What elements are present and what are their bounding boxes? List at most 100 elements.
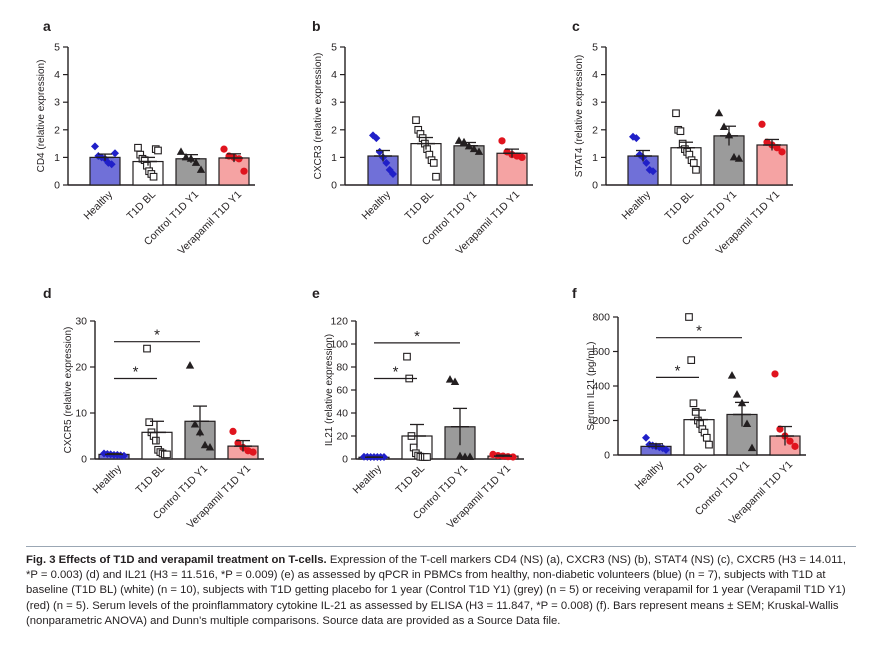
y-tick-label: 0: [81, 454, 87, 466]
data-point-square: [432, 172, 440, 181]
y-tick-label: 0: [331, 180, 337, 192]
y-tick-label: 2: [331, 124, 337, 136]
y-tick-label: 1: [54, 152, 60, 164]
data-point-circle: [509, 453, 517, 461]
data-point-triangle: [176, 147, 186, 155]
y-tick-label: 2: [54, 124, 60, 136]
data-point-circle: [518, 153, 526, 161]
data-point-triangle: [205, 443, 215, 451]
data-point-triangle: [465, 452, 475, 460]
data-point-square: [423, 453, 431, 461]
x-tick-label: T1D BL: [662, 189, 696, 223]
y-tick-label: 600: [592, 346, 610, 358]
x-tick-label: Healthy: [81, 188, 115, 222]
figure-3-panels: a 0 1 2 3 4 5 CD4 (relative expression) Healthy T…: [36, 18, 806, 531]
y-axis-label: CD4 (relative expression): [36, 60, 47, 173]
data-point-triangle: [450, 377, 460, 385]
y-tick-label: 4: [54, 69, 60, 81]
data-point-triangle: [714, 108, 724, 117]
data-point-square: [412, 116, 420, 124]
data-point-triangle: [734, 154, 744, 162]
data-point-circle: [235, 155, 243, 163]
panel-c: c 0 1 2 3 4 5 STAT4 (relative expression) Health…: [572, 18, 793, 257]
panel-letter: b: [312, 18, 321, 34]
x-tick-label: Healthy: [632, 458, 666, 492]
data-point-triangle: [729, 152, 739, 161]
data-point-triangle: [459, 137, 469, 146]
panel-letter: e: [312, 285, 320, 301]
data-point-diamond: [111, 149, 119, 158]
x-tick-label: T1D BL: [133, 463, 167, 497]
panel-e: e 0 20 40 60 80 100 120 IL21 (relative expressio…: [312, 285, 524, 531]
data-point-square: [676, 127, 685, 136]
caption-title: Fig. 3 Effects of T1D and verapamil trea…: [26, 554, 327, 566]
y-tick-label: 5: [331, 42, 337, 54]
data-point-triangle: [747, 443, 757, 452]
data-point-circle: [220, 145, 228, 153]
y-tick-label: 0: [342, 454, 348, 466]
y-tick-label: 80: [336, 362, 348, 374]
data-point-triangle: [200, 440, 210, 449]
data-point-triangle: [455, 451, 465, 460]
data-point-triangle: [445, 375, 455, 383]
data-point-circle: [498, 137, 506, 145]
data-point-triangle: [454, 136, 464, 144]
panel-letter: d: [43, 285, 52, 301]
data-point-circle: [786, 437, 794, 445]
y-axis-label: IL21 (relative expression): [324, 334, 335, 446]
y-tick-label: 100: [330, 339, 348, 351]
data-point-square: [429, 159, 438, 167]
data-point-diamond: [662, 445, 670, 454]
data-point-circle: [771, 370, 779, 378]
data-point-circle: [776, 425, 784, 433]
y-tick-label: 20: [75, 362, 87, 374]
data-point-triangle: [727, 371, 737, 379]
y-axis-label: Serum IL21 (pg/mL): [586, 342, 597, 431]
data-point-square: [692, 165, 700, 174]
significance-star: *: [696, 323, 702, 340]
y-tick-label: 1: [331, 152, 337, 164]
caption-divider: [26, 546, 856, 547]
y-tick-label: 0: [592, 180, 598, 192]
panel-b: b 0 1 2 3 4 5 CXCR3 (relative expression) Health…: [312, 18, 533, 257]
significance-star: *: [414, 328, 420, 345]
panel-a: a 0 1 2 3 4 5 CD4 (relative expression) Healthy T…: [36, 18, 255, 257]
x-tick-label: Healthy: [619, 188, 653, 222]
data-point-square: [154, 146, 162, 155]
data-point-triangle: [469, 144, 479, 153]
y-tick-label: 1: [592, 152, 598, 164]
data-point-square: [689, 159, 698, 167]
y-axis-label: CXCR5 (relative expression): [63, 327, 74, 454]
data-point-triangle: [196, 165, 206, 173]
y-tick-label: 5: [592, 42, 598, 54]
y-tick-label: 3: [592, 97, 598, 109]
y-tick-label: 4: [331, 69, 337, 81]
data-point-triangle: [474, 147, 484, 155]
x-tick-label: T1D BL: [124, 189, 158, 223]
data-point-square: [689, 399, 698, 408]
x-tick-label: T1D BL: [402, 189, 436, 223]
data-point-square: [672, 109, 680, 118]
y-tick-label: 30: [75, 316, 87, 328]
y-tick-label: 20: [336, 431, 348, 443]
data-point-square: [152, 436, 160, 445]
data-point-triangle: [190, 420, 200, 428]
data-point-triangle: [185, 361, 195, 369]
data-point-circle: [240, 167, 248, 175]
data-point-triangle: [191, 158, 201, 166]
data-point-square: [134, 143, 142, 152]
data-point-circle: [758, 120, 766, 128]
y-tick-label: 3: [54, 97, 60, 109]
y-tick-label: 40: [336, 408, 348, 420]
data-point-circle: [249, 448, 257, 456]
data-point-circle: [229, 427, 237, 435]
panel-letter: a: [43, 18, 51, 34]
x-tick-label: Healthy: [359, 188, 393, 222]
data-point-diamond: [382, 158, 391, 167]
panel-letter: c: [572, 18, 580, 34]
data-point-square: [149, 172, 158, 181]
data-point-circle: [791, 442, 799, 450]
significance-star: *: [133, 364, 139, 381]
y-tick-label: 400: [592, 381, 610, 393]
